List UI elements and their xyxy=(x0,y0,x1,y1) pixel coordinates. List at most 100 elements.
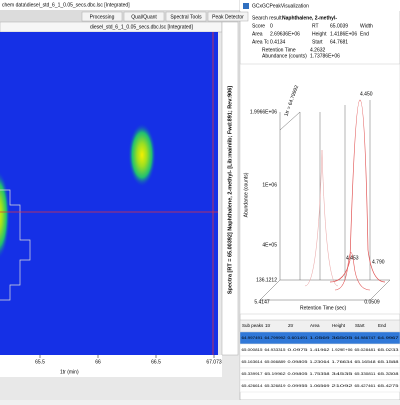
table-row[interactable] xyxy=(239,379,400,393)
plot-title: diesel_std_6_1_0.05_secs.dbc.lsc [Integr… xyxy=(90,24,193,30)
column-header: 2tr xyxy=(288,323,294,328)
tab[interactable] xyxy=(207,11,249,22)
info-label: Abundance (counts) xyxy=(262,53,307,59)
y-tick-label: 4E+05 xyxy=(262,242,277,248)
peak-label: 4.453 xyxy=(346,255,359,261)
column-header: Start xyxy=(355,323,365,328)
table-cell: 0.601491 xyxy=(288,335,309,340)
peak-label: 4.450 xyxy=(360,91,373,97)
table-cell: 64.9967 xyxy=(378,335,400,340)
x-tick-label: 5.4147 xyxy=(254,299,270,305)
table-cell: 0.09955 xyxy=(288,383,309,388)
field-label: Start xyxy=(312,39,323,45)
y-tick-label: 1.9966E+06 xyxy=(250,109,277,115)
info-value: 1.73786E+06 xyxy=(310,53,340,59)
field-value: 0.4134 xyxy=(270,39,286,45)
column-header: 1tr xyxy=(265,323,271,328)
table-cell: 65.426614 xyxy=(242,383,264,388)
table-cell: 21092 xyxy=(332,383,354,388)
peak-curve xyxy=(329,99,386,283)
field-label: RT xyxy=(312,23,319,29)
field-label: Area xyxy=(252,31,263,37)
x-axis-label: Retention Time (sec) xyxy=(300,305,346,311)
table-cell: 64.933315 xyxy=(265,347,287,352)
x-tick-label: 65.5 xyxy=(35,359,45,365)
column-header: Height xyxy=(332,323,346,328)
table-cell: 0.0975 xyxy=(288,347,309,352)
compound: Naphthalene, 2-methyl- xyxy=(282,15,337,21)
table-cell: 64.997491 xyxy=(242,335,264,340)
table-cell: 64.986747 xyxy=(355,335,377,340)
field-label: Width xyxy=(360,23,373,29)
tab[interactable] xyxy=(165,11,207,22)
field-value: 64.7681 xyxy=(330,39,348,45)
table-cell: 1.75358 xyxy=(310,371,331,376)
tab-label[interactable]: Peak Detector xyxy=(212,14,244,20)
x-tick-label: 66 xyxy=(95,359,101,365)
field-value: 1.4186E+06 xyxy=(330,31,357,37)
table-cell: 1.23064 xyxy=(310,359,331,364)
peak-blob xyxy=(0,170,10,260)
spectra-label: Spectra [RT = 65.00392] Naphthalene, 2-m… xyxy=(227,86,233,294)
column-header: Area xyxy=(310,323,320,328)
title-bar xyxy=(240,0,400,11)
field-value: 65.0039 xyxy=(330,23,348,29)
x-tick-label: 0.0509 xyxy=(364,299,380,305)
x-axis xyxy=(0,355,222,377)
x-tick-label: 66.5 xyxy=(151,359,161,365)
table-cell: 65.4275 xyxy=(378,383,400,388)
table-cell: 65.339917 xyxy=(242,371,264,376)
table-cell: 0.09805 xyxy=(288,371,309,376)
table-cell: 65.028481 xyxy=(355,347,377,352)
tab-label[interactable]: Spectral Tools xyxy=(170,14,202,20)
table-cell: 65.330811 xyxy=(355,371,377,376)
peak-curve xyxy=(304,149,339,287)
field-label: Height xyxy=(312,31,327,37)
peak-blob xyxy=(128,123,156,187)
title-bar xyxy=(0,0,240,10)
field-label: Score xyxy=(252,23,265,29)
field-value: 0 xyxy=(270,23,273,29)
tab[interactable] xyxy=(81,11,123,22)
table-cell: 65.066889 xyxy=(265,359,287,364)
table-cell: 65.1588 xyxy=(378,359,400,364)
window-title: chem data\diesel_std_6_1_0.05_secs.dbc.l… xyxy=(2,2,130,8)
table-cell: 1.41962 xyxy=(310,347,331,352)
table-cell: 0.09805 xyxy=(288,359,309,364)
table-cell: 65.427461 xyxy=(355,383,377,388)
table-cell: 1.929E+06 xyxy=(332,347,354,352)
spectra-strip xyxy=(221,21,239,356)
field-label: Area Tc xyxy=(252,39,269,45)
table-cell: 36505 xyxy=(332,335,354,340)
table-cell: 65.3308 xyxy=(378,371,400,376)
info-value: 4.2632 xyxy=(310,47,326,53)
table-cell: 64.799992 xyxy=(265,335,287,340)
search-label: Search result xyxy=(252,15,282,21)
app-icon xyxy=(243,3,249,9)
contour-plot xyxy=(0,32,218,355)
table-cell: 34535 xyxy=(332,371,354,376)
window-title: GCxGCPeakVisualization xyxy=(252,3,309,9)
table-cell: 65.0233 xyxy=(378,347,400,352)
table-cell: 65.326819 xyxy=(265,383,287,388)
table-cell: 65.16548 xyxy=(355,359,377,364)
field-value: 2.69636E+06 xyxy=(270,31,300,37)
peak-curve xyxy=(334,252,371,291)
table-cell: 65.000815 xyxy=(242,347,264,352)
column-header: End xyxy=(378,323,387,328)
y-tick-label: 136.1212 xyxy=(256,277,277,283)
x-axis-label: 1tr (min) xyxy=(60,369,79,375)
field-label: End xyxy=(360,31,369,37)
axes xyxy=(259,112,391,301)
table-cell: 1.76634 xyxy=(332,359,354,364)
peak-outline xyxy=(0,189,31,301)
tab[interactable] xyxy=(123,11,165,22)
tab-label[interactable]: Qual/Quant xyxy=(131,14,157,20)
table-cell: 65.19962 xyxy=(265,371,287,376)
tab-label[interactable]: Processing xyxy=(90,14,115,20)
peak-label: 4.790 xyxy=(372,259,385,265)
table-header xyxy=(239,319,400,333)
table-cell: 65.163614 xyxy=(242,359,264,364)
table-cell: 1.06569 xyxy=(310,383,331,388)
